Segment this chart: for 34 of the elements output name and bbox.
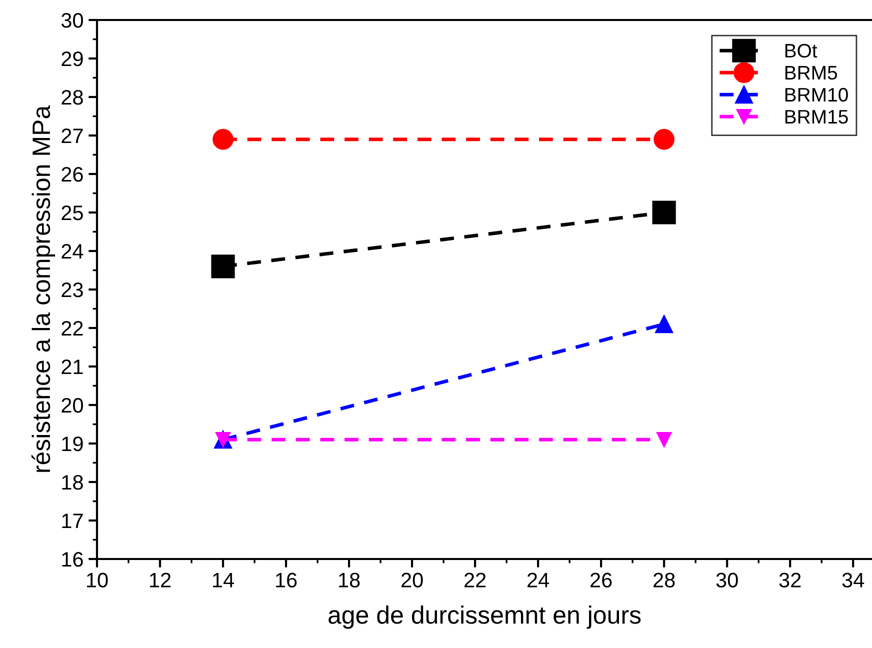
legend-label: BRM15	[785, 110, 848, 124]
x-tick-label: 30	[716, 572, 738, 588]
y-tick-label: 19	[62, 436, 83, 452]
y-tick-label: 22	[62, 321, 83, 336]
y-tick-label: 16	[62, 552, 83, 567]
x-tick-label: 14	[213, 572, 234, 588]
y-tick-label: 25	[62, 206, 83, 220]
x-tick-label: 28	[654, 572, 675, 588]
y-tick-label: 20	[62, 398, 83, 413]
x-tick-label: 22	[464, 572, 486, 588]
legend-label: BRM5	[785, 66, 838, 80]
legend-label: BOt	[785, 44, 818, 58]
y-tick-label: 18	[62, 475, 83, 490]
legend-label: BRM10	[785, 88, 848, 102]
y-tick-label: 24	[62, 244, 84, 259]
x-tick-label: 34	[842, 572, 864, 588]
x-tick-label: 16	[276, 572, 297, 588]
x-tick-label: 18	[339, 572, 360, 588]
y-tick-label: 23	[62, 282, 83, 298]
y-tick-label: 27	[62, 128, 83, 144]
x-tick-label: 20	[402, 572, 423, 588]
y-tick-label: 26	[62, 167, 83, 182]
x-tick-label: 24	[528, 572, 550, 588]
x-tick-label: 12	[150, 572, 171, 588]
x-axis-title: age de durcissemnt en jours	[328, 606, 641, 629]
y-tick-label: 21	[62, 360, 83, 374]
y-tick-label: 28	[62, 90, 83, 105]
x-tick-label: 26	[590, 572, 612, 588]
x-tick-label: 32	[779, 572, 801, 588]
x-tick-label: 10	[87, 572, 108, 588]
y-tick-label: 29	[62, 52, 83, 66]
y-tick-label: 17	[62, 514, 83, 528]
y-tick-label: 30	[61, 13, 83, 28]
y-axis-title: résistence a la compression MPa	[31, 105, 56, 472]
